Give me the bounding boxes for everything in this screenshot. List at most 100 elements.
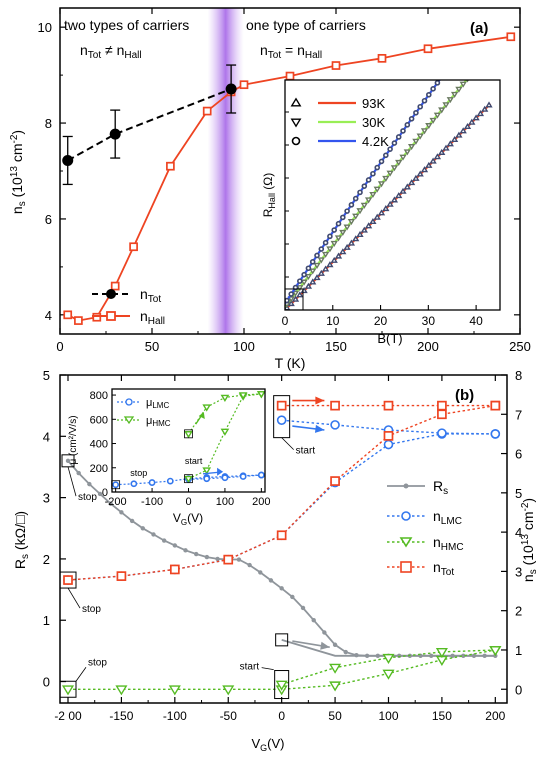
- inset-point-4.2K: [434, 80, 441, 86]
- inset-point-30K: [469, 72, 474, 76]
- inset-point-4.2K: [285, 297, 290, 304]
- x-tick-label: 0: [56, 339, 63, 354]
- nhall-point: [74, 316, 83, 325]
- nhall-point: [285, 71, 295, 81]
- panel-a-x-label: T (K): [275, 355, 306, 371]
- inset-point-30K: [339, 229, 347, 236]
- start-leader: [281, 437, 294, 450]
- y-right-tick-label: 1: [515, 643, 522, 658]
- inset-point-30K: [321, 251, 330, 258]
- inset-point-30K: [343, 224, 351, 231]
- point-Rs: [151, 532, 156, 537]
- inset-point-30K: [399, 154, 407, 161]
- legend-nhmc-marker: [399, 537, 413, 548]
- panel-b-x-label: VG(V): [251, 736, 284, 753]
- y-right-tick-label: 6: [515, 447, 522, 462]
- inset-hmc-arrow-head: [198, 412, 205, 420]
- inset-point-4.2K: [448, 63, 452, 67]
- inset-point-4.2K: [348, 202, 355, 208]
- nhall-point: [129, 242, 138, 252]
- inset-point-4.2K: [430, 86, 436, 92]
- inset-point-30K: [407, 144, 416, 151]
- inset-b-point-muLMC: [148, 479, 156, 486]
- inset-point-30K: [382, 175, 390, 182]
- panel-b-axes: -2 00 -150 -100 -50 0 50 100 150 200012345012345…: [43, 368, 522, 723]
- inset-point-93K: [309, 278, 317, 285]
- inset-b-y-tick-label: 200: [90, 463, 108, 475]
- inset-point-4.2K: [288, 291, 295, 297]
- inset-point-4.2K: [444, 69, 448, 73]
- x-tick-label: -2 00: [54, 709, 82, 723]
- inset-point-93K: [287, 300, 295, 307]
- point-nTot_return: [490, 400, 501, 411]
- inset-lmc-arrow-head: [217, 467, 224, 476]
- ntot-point: [109, 128, 121, 140]
- point-nHMC: [115, 685, 128, 696]
- inset-point-93K: [416, 170, 424, 177]
- nhall-point: [506, 32, 516, 42]
- inset-legend-label: 30K: [362, 115, 385, 130]
- nhall-point: [423, 44, 433, 54]
- x-tick-label: 0: [278, 709, 285, 723]
- inset-b-point-muHMC_return: [184, 431, 193, 439]
- y-left-tick-label: 4: [43, 429, 50, 444]
- ntot-point: [62, 154, 74, 166]
- inset-start-label: start: [185, 456, 203, 466]
- legend-nhall-marker: [106, 311, 116, 321]
- series-Rs_return: [281, 639, 496, 657]
- inset-point-30K: [296, 285, 304, 292]
- panel-a-y-label: ns (1013 cm-2): [9, 130, 28, 214]
- panel-a-label: (a): [470, 20, 488, 37]
- y-tick-label: 6: [45, 212, 52, 227]
- point-nTot_return: [276, 400, 287, 411]
- inset-point-93K: [438, 148, 446, 155]
- inset-point-30K: [420, 128, 429, 135]
- inset-b-x-tick-label: 200: [252, 496, 270, 508]
- point-Rs: [258, 570, 263, 575]
- inset-x-tick-label: 40: [469, 314, 483, 328]
- inset-legend-marker: [290, 118, 302, 128]
- inset-point-93K: [330, 256, 338, 263]
- inset-b-point-muLMC: [166, 477, 174, 485]
- nhall-point: [63, 310, 73, 320]
- inset-point-93K: [485, 101, 493, 108]
- inset-point-4.2K: [461, 46, 465, 50]
- inset-x-tick-label: 0: [282, 314, 289, 328]
- point-nTot: [437, 409, 447, 420]
- stop-leader: [67, 587, 81, 609]
- inset-point-4.2K: [408, 115, 415, 122]
- inset-point-30K: [369, 191, 377, 199]
- x-tick-label: -150: [109, 709, 133, 723]
- legend-ntot-b-marker: [400, 561, 412, 573]
- inset-point-93K: [455, 131, 463, 138]
- stop-leader: [67, 466, 77, 497]
- legend-mulmc-label: μLMC: [146, 397, 169, 410]
- panel-b: -2 00 -150 -100 -50 0 50 100 150 200012345012345…: [12, 368, 539, 753]
- inset-point-4.2K: [383, 152, 389, 159]
- inset-point-93K: [468, 118, 476, 125]
- point-Rs: [76, 470, 81, 476]
- point-nTot: [169, 564, 180, 575]
- stop-leader: [75, 667, 87, 682]
- inset-point-30K: [433, 112, 442, 119]
- legend-ntot-marker: [106, 289, 116, 299]
- inset-b-x-tick-label: 0: [185, 496, 191, 508]
- inset-fit-4.2K: [285, 80, 441, 305]
- point-Rs: [129, 518, 135, 524]
- legend-nlmc-marker: [401, 511, 411, 521]
- inset-a-axes: 0 10 20 30 40: [282, 111, 483, 328]
- right-region-equation: nTot = nHall: [260, 42, 322, 61]
- inset-point-93K: [326, 261, 334, 268]
- point-nTot_return: [383, 400, 394, 411]
- inset-point-93K: [313, 274, 321, 281]
- rs-arrow-head: [320, 641, 330, 650]
- inset-point-93K: [429, 157, 437, 164]
- inset-point-93K: [472, 114, 480, 121]
- inset-point-4.2K: [370, 170, 376, 177]
- inset-point-4.2K: [387, 146, 393, 152]
- stop-box-hmc: [59, 680, 77, 698]
- point-Rs: [183, 548, 188, 553]
- inset-point-93K: [339, 248, 347, 255]
